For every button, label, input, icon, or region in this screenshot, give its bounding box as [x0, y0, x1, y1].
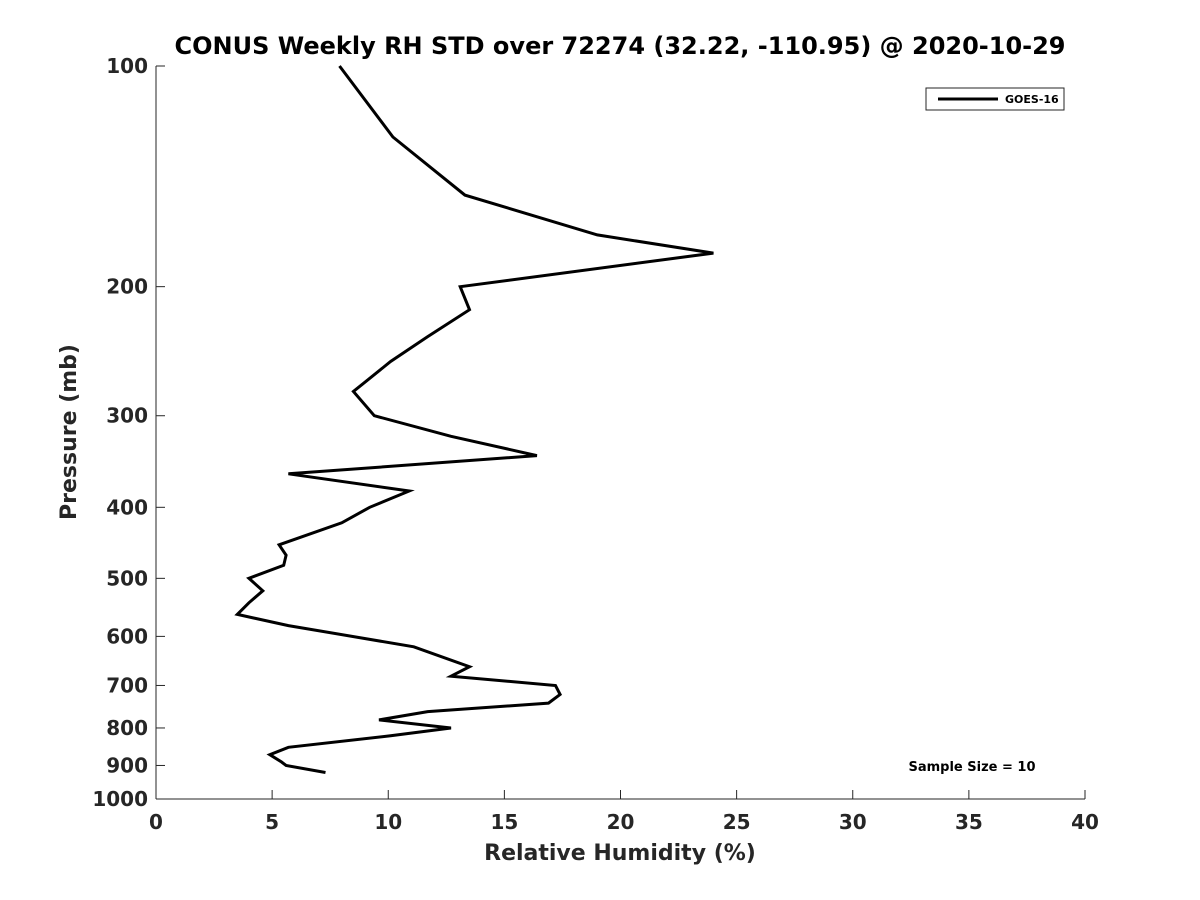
- x-tick-label: 35: [955, 810, 983, 834]
- series-layer: [234, 65, 714, 774]
- y-tick-label: 1000: [92, 787, 148, 811]
- sample-size-annotation: Sample Size = 10: [908, 760, 1035, 775]
- legend: GOES-16: [925, 87, 1065, 111]
- y-axis-ticks: 100 200 300 400 500 600 700 800 900 1000: [92, 54, 165, 811]
- x-tick-label: 40: [1071, 810, 1099, 834]
- x-tick-label: 25: [723, 810, 751, 834]
- y-tick-label: 800: [106, 716, 148, 740]
- x-tick-label: 30: [839, 810, 867, 834]
- x-tick-label: 15: [490, 810, 518, 834]
- x-tick-label: 10: [374, 810, 402, 834]
- x-axis-label: Relative Humidity (%): [484, 841, 756, 866]
- legend-label: GOES-16: [1005, 93, 1059, 106]
- x-tick-label: 20: [607, 810, 635, 834]
- y-tick-label: 100: [106, 54, 148, 78]
- y-tick-label: 400: [106, 495, 148, 519]
- chart-title: CONUS Weekly RH STD over 72274 (32.22, -…: [174, 32, 1065, 60]
- series-line-goes-16: [234, 65, 714, 774]
- y-tick-label: 200: [106, 275, 148, 299]
- y-tick-label: 900: [106, 753, 148, 777]
- x-tick-label: 0: [149, 810, 163, 834]
- y-tick-label: 600: [106, 624, 148, 648]
- y-tick-label: 300: [106, 404, 148, 428]
- y-tick-label: 500: [106, 566, 148, 590]
- y-tick-label: 700: [106, 673, 148, 697]
- y-axis-label: Pressure (mb): [57, 344, 82, 520]
- plot-area: [156, 66, 1085, 799]
- x-tick-label: 5: [265, 810, 279, 834]
- x-axis-ticks: 0 5 10 15 20 25 30 35 40: [149, 790, 1099, 834]
